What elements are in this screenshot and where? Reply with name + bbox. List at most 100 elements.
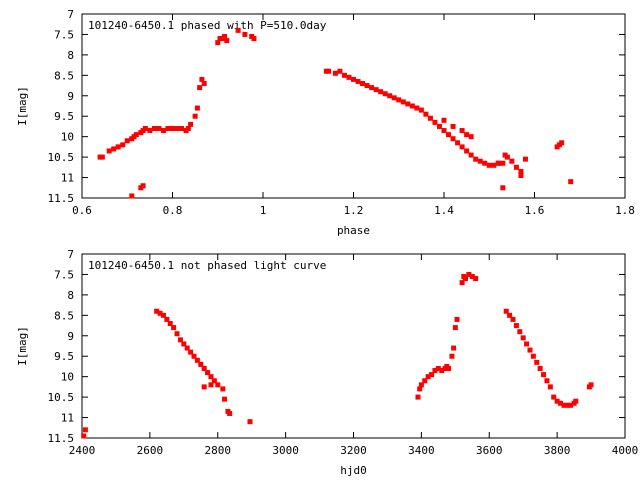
phased-data-point <box>242 31 248 37</box>
unphased-x-axis-label: hjd0 <box>340 464 367 477</box>
phased-y-tick-label: 7 <box>67 8 74 21</box>
unphased-y-tick-label: 8 <box>67 289 74 302</box>
phased-data-point <box>432 119 438 125</box>
phased-data-point <box>459 144 465 150</box>
unphased-y-axis-label: I[mag] <box>16 326 29 366</box>
phased-data-point <box>201 81 207 87</box>
phased-data-point <box>156 125 162 131</box>
unphased-data-point <box>510 316 516 322</box>
phased-data-point <box>414 105 420 111</box>
unphased-data-point <box>469 273 475 279</box>
unphased-data-point <box>507 312 513 318</box>
unphased-data-point <box>188 349 194 355</box>
phased-data-point <box>142 125 148 131</box>
phased-y-axis-label: I[mag] <box>16 86 29 126</box>
phased-panel: 0.6 0.8 1 1.2 1.4 1.6 1.8 7 7.5 8 8.5 9 9.5 10 10.5 11 1… <box>16 8 635 237</box>
phased-data-point <box>396 97 402 103</box>
unphased-data-point <box>451 345 457 351</box>
phased-data-point <box>459 128 465 134</box>
unphased-data-point <box>184 345 190 351</box>
unphased-data-point <box>174 331 180 337</box>
unphased-data-point <box>208 374 214 380</box>
phased-data-point <box>468 134 474 140</box>
phased-data-point <box>427 115 433 121</box>
phased-data-point <box>99 154 105 160</box>
unphased-data-point <box>198 361 204 367</box>
unphased-data-point <box>513 323 519 329</box>
phased-data-point <box>468 152 474 158</box>
unphased-data-point <box>425 374 431 380</box>
unphased-data-point <box>551 394 557 400</box>
unphased-y-tick-label: 11.5 <box>48 432 75 445</box>
phased-data-point <box>446 132 452 138</box>
phased-data-point <box>522 156 528 162</box>
phased-data-point <box>423 111 429 117</box>
phased-data-point <box>373 87 379 93</box>
phased-data-point <box>197 85 203 91</box>
phased-data-point <box>192 113 198 119</box>
phased-data-point <box>115 144 121 150</box>
unphased-data-point <box>454 316 460 322</box>
phased-data-point <box>502 152 508 158</box>
unphased-plot-frame <box>81 253 626 439</box>
phased-y-tick-label: 8.5 <box>54 69 74 82</box>
unphased-data-point <box>227 410 233 416</box>
phased-data-point <box>337 68 343 74</box>
unphased-y-tick-label: 9 <box>67 330 74 343</box>
phased-data-point <box>513 164 519 170</box>
unphased-data-point <box>160 312 166 318</box>
phased-data-point <box>364 83 370 89</box>
phased-data-point <box>326 68 332 74</box>
unphased-x-tick-label: 3200 <box>340 444 367 457</box>
unphased-x-tick-label: 2600 <box>137 444 164 457</box>
unphased-data-point <box>588 382 594 388</box>
phased-x-tick-label: 1.4 <box>434 204 454 217</box>
unphased-data-point <box>429 372 435 378</box>
phased-data-point <box>199 76 205 82</box>
phased-data-point <box>194 105 200 111</box>
unphased-data-point <box>247 419 253 425</box>
unphased-data-point <box>517 329 523 335</box>
phased-y-tick-label: 7.5 <box>54 28 74 41</box>
phased-data-point <box>185 125 191 131</box>
phased-data-point <box>450 123 456 129</box>
unphased-data-point <box>418 382 424 388</box>
unphased-data-point <box>205 370 211 376</box>
phased-data-point <box>441 117 447 123</box>
phased-data-point <box>215 40 221 46</box>
phased-data-point <box>391 95 397 101</box>
unphased-data-point <box>573 398 579 404</box>
unphased-x-tick-label: 3800 <box>544 444 571 457</box>
phased-data-point <box>355 78 361 84</box>
unphased-data-point <box>524 341 530 347</box>
phased-data-point <box>436 123 442 129</box>
phased-data-point <box>495 160 501 166</box>
unphased-data-point <box>181 341 187 347</box>
unphased-data-point <box>422 378 428 384</box>
unphased-x-tick-label: 4000 <box>612 444 639 457</box>
unphased-x-tick-label: 2800 <box>205 444 232 457</box>
unphased-data-point <box>164 316 170 322</box>
unphased-y-tick-label: 10.5 <box>48 391 75 404</box>
phased-data-point <box>140 183 146 189</box>
phased-data-point <box>133 132 139 138</box>
unphased-data-point <box>167 321 173 327</box>
phased-x-tick-label: 0.6 <box>72 204 92 217</box>
phased-data-point <box>235 27 241 33</box>
phased-data-point <box>473 156 479 162</box>
phased-plot-frame <box>81 13 626 199</box>
phased-data-point <box>500 160 506 166</box>
phased-data-point <box>400 99 406 105</box>
phased-data-point <box>477 158 483 164</box>
phased-data-point <box>341 72 347 78</box>
phased-data-point <box>441 128 447 134</box>
unphased-data-point <box>446 365 452 371</box>
unphased-data-point <box>527 347 533 353</box>
unphased-panel: 2400 2600 2800 3000 3200 3400 3600 3800 4000 7 7.5… <box>16 248 638 477</box>
phased-data-point <box>500 185 506 191</box>
unphased-y-tick-label: 9.5 <box>54 350 74 363</box>
phased-chart-title: 101240-6450.1 phased with P=510.0day <box>88 19 327 32</box>
unphased-data-point <box>459 280 465 286</box>
phased-data-point <box>360 81 366 87</box>
phased-data-point <box>378 89 384 95</box>
